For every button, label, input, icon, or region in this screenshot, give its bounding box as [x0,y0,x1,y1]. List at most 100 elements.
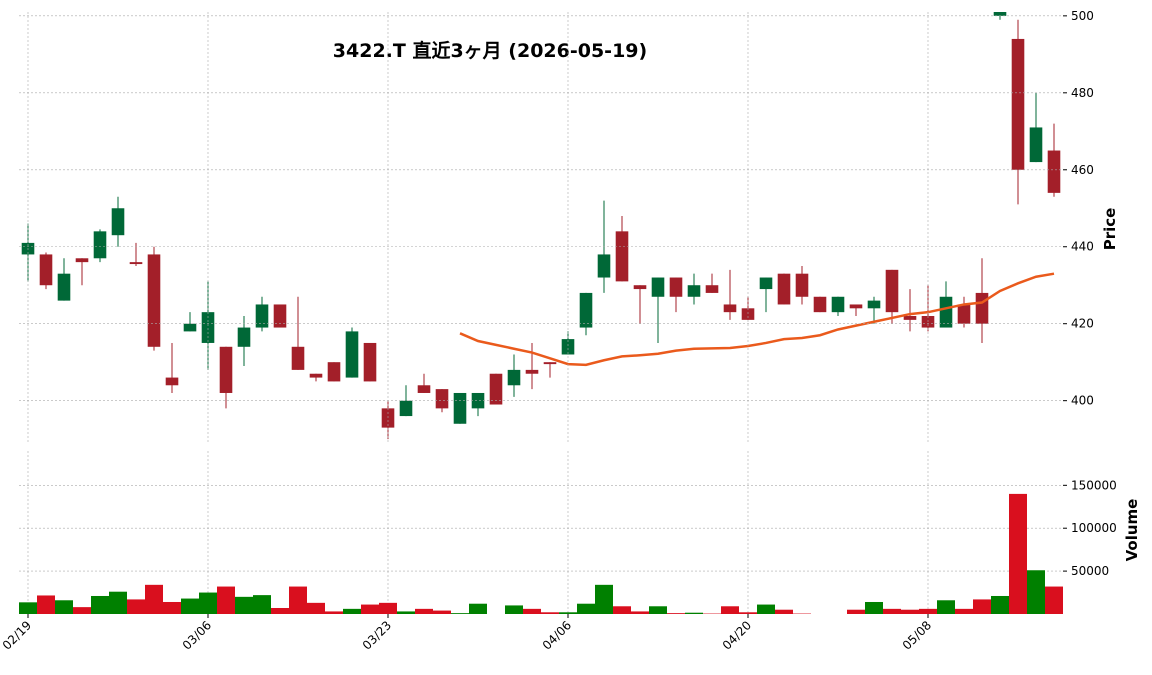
volume-bar [73,607,91,614]
candle-body [310,374,323,378]
candle-body [742,308,755,320]
volume-bar [955,609,973,614]
candle-body [670,278,683,297]
volume-bar [55,600,73,614]
volume-axis-label: Volume [1123,499,1141,562]
candle-body [238,328,251,347]
candle-body [148,254,161,346]
x-tick-label: 04/20 [720,618,754,652]
y-tick-label: 480 [1071,86,1094,100]
volume-bar [685,613,703,614]
candle-body [580,293,593,328]
volume-bar [361,605,379,614]
candle-body [418,385,431,393]
volume-bar [541,612,559,614]
volume-bar [649,606,667,614]
volume-bar [865,602,883,614]
volume-bar [1027,570,1045,614]
candle-body [166,378,179,386]
price-panel [22,0,1061,439]
x-tick-label: 03/06 [180,618,214,652]
candle-body [634,285,647,289]
candle-body [778,274,791,305]
volume-bar [397,611,415,614]
candle-body [130,262,143,264]
candle-body [508,370,521,385]
candle-body [112,208,125,235]
volume-bar [199,593,217,614]
candle-body [472,393,485,408]
volume-bar [415,609,433,614]
candle-body [58,274,71,301]
candle-body [364,343,377,381]
candle-body [976,293,989,324]
volume-bar [19,602,37,614]
y-tick-label: 500 [1071,9,1094,23]
candle-body [832,297,845,312]
candle-body [328,362,341,381]
candle-body [940,297,953,328]
volume-bar [325,611,343,614]
volume-bar [451,613,469,614]
y-tick-label: 460 [1071,163,1094,177]
candle-body [256,304,269,327]
candle-body [1030,127,1043,162]
volume-bar [163,602,181,614]
volume-bar [145,585,163,614]
candle-body [868,301,881,309]
candle-body [454,393,467,424]
candle-body [40,254,53,285]
volume-bar [595,585,613,614]
candle-body [274,304,287,327]
volume-tick-label: 100000 [1071,521,1117,535]
y-tick-label: 440 [1071,240,1094,254]
candle-body [706,285,719,293]
candle-body [220,347,233,393]
x-tick-label: 05/08 [900,618,934,652]
candle-body [994,0,1007,16]
candle-body [814,297,827,312]
candle-body [958,304,971,323]
volume-bar [235,597,253,614]
candle-body [652,278,665,297]
volume-bar [883,609,901,614]
candle-body [76,258,89,262]
volume-bar [181,599,199,614]
volume-bar [757,605,775,614]
candle-body [346,331,359,377]
volume-bar [739,612,757,614]
volume-bar [109,592,127,614]
volume-bar [289,587,307,614]
candle-body [184,324,197,332]
candle-body [598,254,611,277]
volume-bar [253,595,271,614]
volume-bar [1009,494,1027,614]
volume-bar [559,612,577,614]
volume-bar [1045,587,1063,614]
volume-bar [469,604,487,614]
volume-bar [901,610,919,614]
chart-title: 3422.T 直近3ヶ月 (2026-05-19) [333,39,647,62]
volume-bar [271,608,289,614]
candle-body [850,304,863,308]
candle-body [724,304,737,312]
volume-bar [307,603,325,614]
volume-bar [523,609,541,614]
candle-body [886,270,899,312]
candle-body [616,231,629,281]
y-axis-label: Price [1101,208,1119,251]
candle-body [526,370,539,374]
candle-body [436,389,449,408]
volume-bar [91,596,109,614]
volume-bar [667,613,685,614]
volume-bar [847,610,865,614]
x-tick-label: 04/06 [540,618,574,652]
candle-body [490,374,503,405]
volume-bar [721,606,739,614]
volume-bar [505,605,523,614]
candle-body [292,347,305,370]
candle-body [904,316,917,320]
volume-bar [937,600,955,614]
candle-body [400,401,413,416]
